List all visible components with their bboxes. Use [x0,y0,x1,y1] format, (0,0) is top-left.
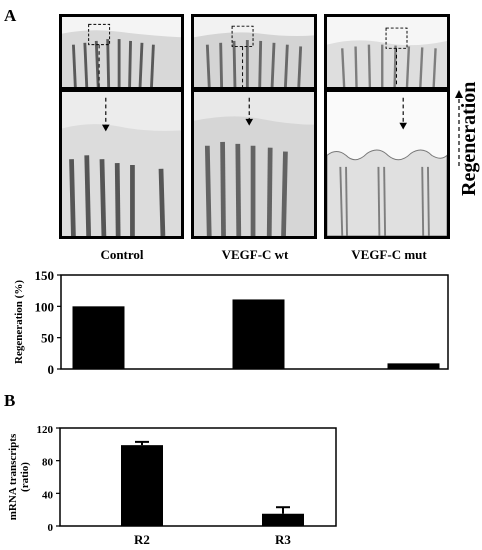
y-axis-label: mRNA transcripts [7,433,19,520]
label-control: Control [100,247,144,262]
fin-overview-vegfc-mut [324,14,450,90]
bar [72,306,125,369]
fin-closeup-vegfc-mut [324,89,450,239]
y-tick-label: 0 [48,362,55,377]
fin-overview-vegfc-wt [191,14,317,90]
regeneration-direction-arrow [455,90,463,166]
bar [262,513,304,526]
y-axis-label: Regeneration (%) [13,280,25,364]
y-tick-label: 0 [48,522,54,534]
bar [232,299,285,369]
y-tick-label: 50 [41,331,54,346]
bar [121,445,163,526]
bar [387,363,440,369]
x-tick-label: R3 [275,532,291,547]
label-vegfc-mut: VEGF-C mut [351,247,427,262]
panel-label-b: B [4,391,16,410]
fin-closeup-control [59,89,184,239]
y-tick-label: 80 [42,457,54,469]
fin-overview-control [59,14,184,90]
y-tick-label: 120 [37,424,54,436]
x-tick-label: R2 [134,532,150,547]
y-axis-label: (ratio) [19,462,31,492]
label-vegfc-wt: VEGF-C wt [221,247,289,262]
y-tick-label: 40 [42,489,54,501]
y-tick-label: 150 [35,268,55,283]
fin-closeup-vegfc-wt [191,89,317,239]
plot-frame [59,427,337,527]
y-tick-label: 100 [35,299,55,314]
panel-label-a: A [4,6,17,25]
